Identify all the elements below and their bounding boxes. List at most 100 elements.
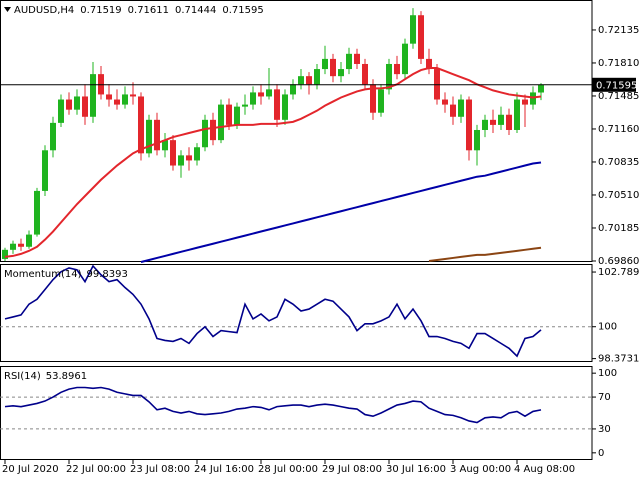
- candle-body: [114, 99, 120, 105]
- moving-average: [140, 161, 542, 263]
- indicator-name: Momentum(14): [4, 269, 82, 280]
- candle-body: [298, 76, 304, 85]
- indicator-name: RSI(14): [4, 371, 41, 382]
- indicator-value: 53.8961: [46, 371, 87, 382]
- chart-title: AUDUSD,H4 0.71519 0.71611 0.71444 0.71595: [14, 5, 264, 16]
- candle-body: [10, 243, 16, 250]
- y-tick-label: 0.70835: [598, 157, 639, 168]
- title-close: 0.71595: [222, 5, 263, 16]
- candle-body: [410, 15, 416, 44]
- candle-body: [322, 58, 328, 70]
- x-tick-label: 30 Jul 16:00: [386, 464, 446, 475]
- candle-body: [330, 58, 336, 77]
- y-tick-label: 0.72135: [598, 25, 639, 36]
- candle-body: [426, 58, 432, 70]
- candle-body: [338, 69, 344, 77]
- candle-body: [194, 147, 200, 161]
- candle-body: [346, 53, 352, 70]
- candle-body: [498, 114, 504, 125]
- candle-body: [82, 96, 88, 117]
- menu-icon: [4, 7, 11, 12]
- x-tick-label: 29 Jul 08:00: [322, 464, 382, 475]
- candle-body: [242, 104, 248, 107]
- y-tick-label: 0.69860: [598, 256, 639, 267]
- candle-body: [234, 106, 240, 125]
- y-tick-label: 30: [598, 424, 611, 435]
- candle-body: [26, 234, 32, 247]
- x-tick-label: 24 Jul 16:00: [194, 464, 254, 475]
- candle-body: [154, 119, 160, 151]
- candle-body: [130, 94, 136, 97]
- indicator-line: [4, 264, 542, 358]
- title-symbol: AUDUSD,H4: [14, 5, 74, 16]
- y-tick-label: 0.70510: [598, 190, 639, 201]
- candle-body: [122, 94, 128, 105]
- y-tick-label: 0.71485: [598, 91, 639, 102]
- y-tick-label: 70: [598, 392, 611, 403]
- candle-body: [442, 99, 448, 105]
- candle-body: [362, 63, 368, 85]
- y-tick-label: 0.71810: [598, 58, 639, 69]
- indicator-title: Momentum(14) 99.8393: [4, 269, 128, 280]
- candle-body: [250, 92, 256, 105]
- x-tick-label: 28 Jul 00:00: [258, 464, 318, 475]
- candle-body: [58, 99, 64, 123]
- candle-body: [258, 92, 264, 97]
- current-price-label: 0.71595: [596, 80, 637, 91]
- panel-frame: [0, 0, 593, 262]
- candle-body: [522, 99, 528, 105]
- candle-body: [178, 155, 184, 166]
- title-low: 0.71444: [175, 5, 216, 16]
- candle-body: [514, 99, 520, 130]
- panel-frame: [0, 264, 593, 362]
- candle-body: [138, 96, 144, 154]
- candle-body: [450, 104, 456, 117]
- candle-body: [282, 94, 288, 120]
- candle-body: [170, 140, 176, 166]
- x-tick-label: 22 Jul 00:00: [66, 464, 126, 475]
- candle-body: [42, 150, 48, 191]
- y-tick-label: 102.7897: [598, 267, 640, 278]
- candle-body: [394, 63, 400, 75]
- y-tick-label: 98.3731: [598, 354, 639, 365]
- candle-body: [162, 140, 168, 151]
- candle-body: [66, 99, 72, 110]
- y-tick-label: 0.70185: [598, 223, 639, 234]
- candle-body: [482, 119, 488, 130]
- candle-body: [50, 122, 56, 151]
- candle-body: [210, 119, 216, 141]
- candle-body: [490, 119, 496, 125]
- x-tick-label: 23 Jul 08:00: [130, 464, 190, 475]
- current-price-box: [592, 77, 636, 92]
- x-tick-label: 4 Aug 08:00: [514, 464, 575, 475]
- candle-body: [90, 74, 96, 117]
- candle-body: [434, 69, 440, 100]
- y-tick-label: 0: [598, 448, 604, 459]
- candle-body: [106, 94, 112, 100]
- candle-body: [314, 69, 320, 85]
- indicator-title: RSI(14) 53.8961: [4, 371, 87, 382]
- candle-body: [530, 92, 536, 105]
- candle-body: [202, 119, 208, 148]
- candle-body: [418, 15, 424, 59]
- candle-body: [506, 114, 512, 130]
- candle-body: [98, 74, 104, 95]
- indicator-line: [4, 386, 542, 424]
- title-open: 0.71519: [80, 5, 121, 16]
- candle-body: [290, 84, 296, 95]
- candle-body: [266, 89, 272, 97]
- candle-body: [474, 129, 480, 151]
- y-tick-label: 0.71160: [598, 124, 639, 135]
- panel-frame: [0, 366, 593, 460]
- candle-body: [538, 84, 544, 93]
- indicator-value: 99.8393: [87, 269, 128, 280]
- candle-body: [370, 84, 376, 113]
- candle-body: [306, 76, 312, 85]
- y-tick-label: 100: [598, 322, 617, 333]
- candle-body: [386, 63, 392, 90]
- candle-body: [378, 89, 384, 113]
- candle-body: [186, 155, 192, 161]
- y-tick-label: 100: [598, 368, 617, 379]
